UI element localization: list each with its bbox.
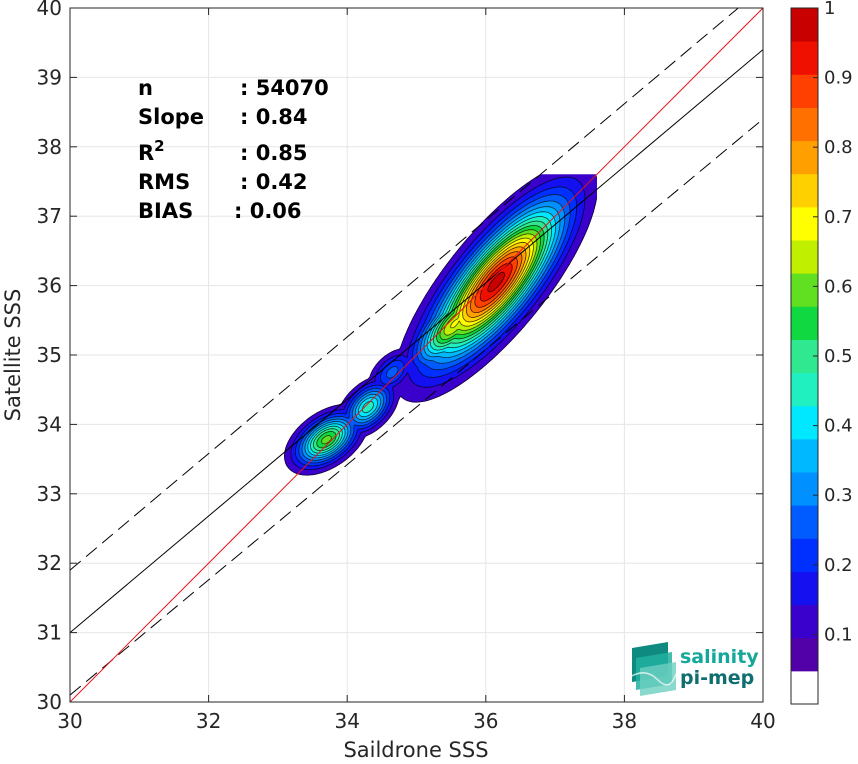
colorbar-segment: [791, 273, 818, 307]
x-tick-label: 30: [57, 709, 82, 733]
colorbar-tick-label: 0.9: [824, 68, 853, 89]
logo-text-salinity: salinity: [680, 646, 759, 668]
density-contour-line: [479, 262, 513, 302]
density-contour-line: [310, 216, 552, 454]
x-tick-label: 38: [612, 709, 637, 733]
stat-r2-value: : 0.85: [240, 141, 308, 165]
density-contour-line: [474, 256, 518, 308]
fit-lower-dashed-line: [70, 118, 763, 696]
stats-box: n : 54070 Slope : 0.84 R2 : 0.85 RMS : 0…: [138, 76, 329, 223]
density-contour-line: [443, 233, 538, 336]
y-tick-label: 39: [37, 65, 62, 89]
fit-line: [70, 49, 763, 633]
colorbar-tick-label: 0.6: [824, 276, 853, 297]
axis-ticks: 30 32 34 36 38 40 30 31 32 33 34 35 36 37 38 39 40: [37, 0, 776, 733]
x-axis-label: Saildrone SSS: [343, 738, 488, 762]
stat-rms-label: RMS: [138, 170, 190, 194]
colorbar-segment: [791, 306, 818, 340]
colorbar-tick-label: 0.4: [824, 416, 853, 437]
y-axis-label: Satellite SSS: [1, 289, 25, 422]
density-contour-line: [487, 271, 505, 293]
stat-r2-label: R2: [138, 137, 165, 165]
colorbar-segment: [791, 405, 818, 440]
colorbar-segment: [791, 140, 818, 175]
colorbar-segment: [791, 372, 818, 407]
colorbar-segment: [791, 8, 818, 42]
y-tick-label: 30: [37, 690, 62, 714]
stat-rms-value: : 0.42: [240, 170, 308, 194]
colorbar-segment: [791, 637, 818, 672]
density-contour-line: [304, 206, 561, 459]
colorbar-segment: [791, 604, 818, 639]
density-contour-line: [301, 200, 566, 461]
colorbar-segment: [791, 240, 818, 274]
fit-upper-dashed-line: [70, 8, 740, 571]
density-contour-line: [290, 176, 586, 470]
colorbar: 0.1 0.2 0.3 0.4 0.5 0.6 0.7 0.8 0.9 1: [790, 0, 853, 705]
colorbar-segment: [791, 538, 818, 572]
stat-n-value: : 54070: [240, 76, 329, 100]
logo-waves-icon: [631, 642, 677, 696]
density-contour-line: [321, 229, 541, 445]
density-contour-line: [316, 225, 545, 449]
stat-slope-value: : 0.84: [240, 105, 308, 129]
colorbar-segment: [791, 438, 818, 473]
y-tick-label: 32: [37, 551, 62, 575]
stat-slope-label: Slope: [138, 105, 204, 129]
y-tick-label: 38: [37, 135, 62, 159]
colorbar-segment: [791, 472, 818, 506]
reference-lines: [70, 8, 763, 702]
density-contour-line: [466, 246, 527, 318]
y-tick-label: 31: [37, 621, 62, 645]
y-tick-label: 37: [37, 204, 62, 228]
stat-n-label: n: [138, 76, 153, 100]
y-tick-label: 40: [37, 0, 62, 20]
colorbar-segment: [791, 505, 818, 539]
y-tick-label: 33: [37, 482, 62, 506]
colorbar-tick-label: 0.5: [824, 346, 853, 367]
colorbar-tick-label: 0.7: [824, 207, 853, 228]
logo-text-pimep: pi-mep: [680, 667, 754, 689]
density-contour-line: [307, 211, 556, 456]
colorbar-tick-label: 0.3: [824, 485, 853, 506]
colorbar-tick-label: 1: [824, 0, 835, 19]
x-tick-label: 32: [196, 709, 221, 733]
x-tick-label: 34: [334, 709, 359, 733]
salinity-pimep-logo: salinity pi-mep: [631, 642, 759, 696]
y-tick-label: 35: [37, 343, 62, 367]
colorbar-segment: [791, 107, 818, 142]
y-tick-label: 36: [37, 274, 62, 298]
colorbar-segment: [791, 173, 818, 208]
density-contour-line: [462, 241, 531, 323]
colorbar-segment: [791, 41, 818, 75]
x-tick-label: 36: [473, 709, 498, 733]
density-contour-line: [450, 237, 534, 329]
density-contour-line: [313, 220, 549, 452]
stat-r2-superscript: 2: [154, 137, 164, 155]
colorbar-segment: [791, 206, 818, 241]
stat-bias-label: BIAS: [138, 199, 193, 223]
identity-line: [70, 8, 763, 702]
stat-bias-value: : 0.06: [234, 199, 302, 223]
colorbar-tick-label: 0.8: [824, 137, 853, 158]
x-tick-label: 40: [750, 709, 775, 733]
stat-r2-base: R: [138, 141, 154, 165]
colorbar-tick-label: 0.1: [824, 624, 853, 645]
colorbar-segment: [791, 571, 818, 606]
colorbar-tick-label: 0.2: [824, 555, 853, 576]
y-tick-label: 34: [37, 412, 62, 436]
colorbar-segment: [791, 670, 818, 705]
colorbar-segment: [791, 74, 818, 108]
